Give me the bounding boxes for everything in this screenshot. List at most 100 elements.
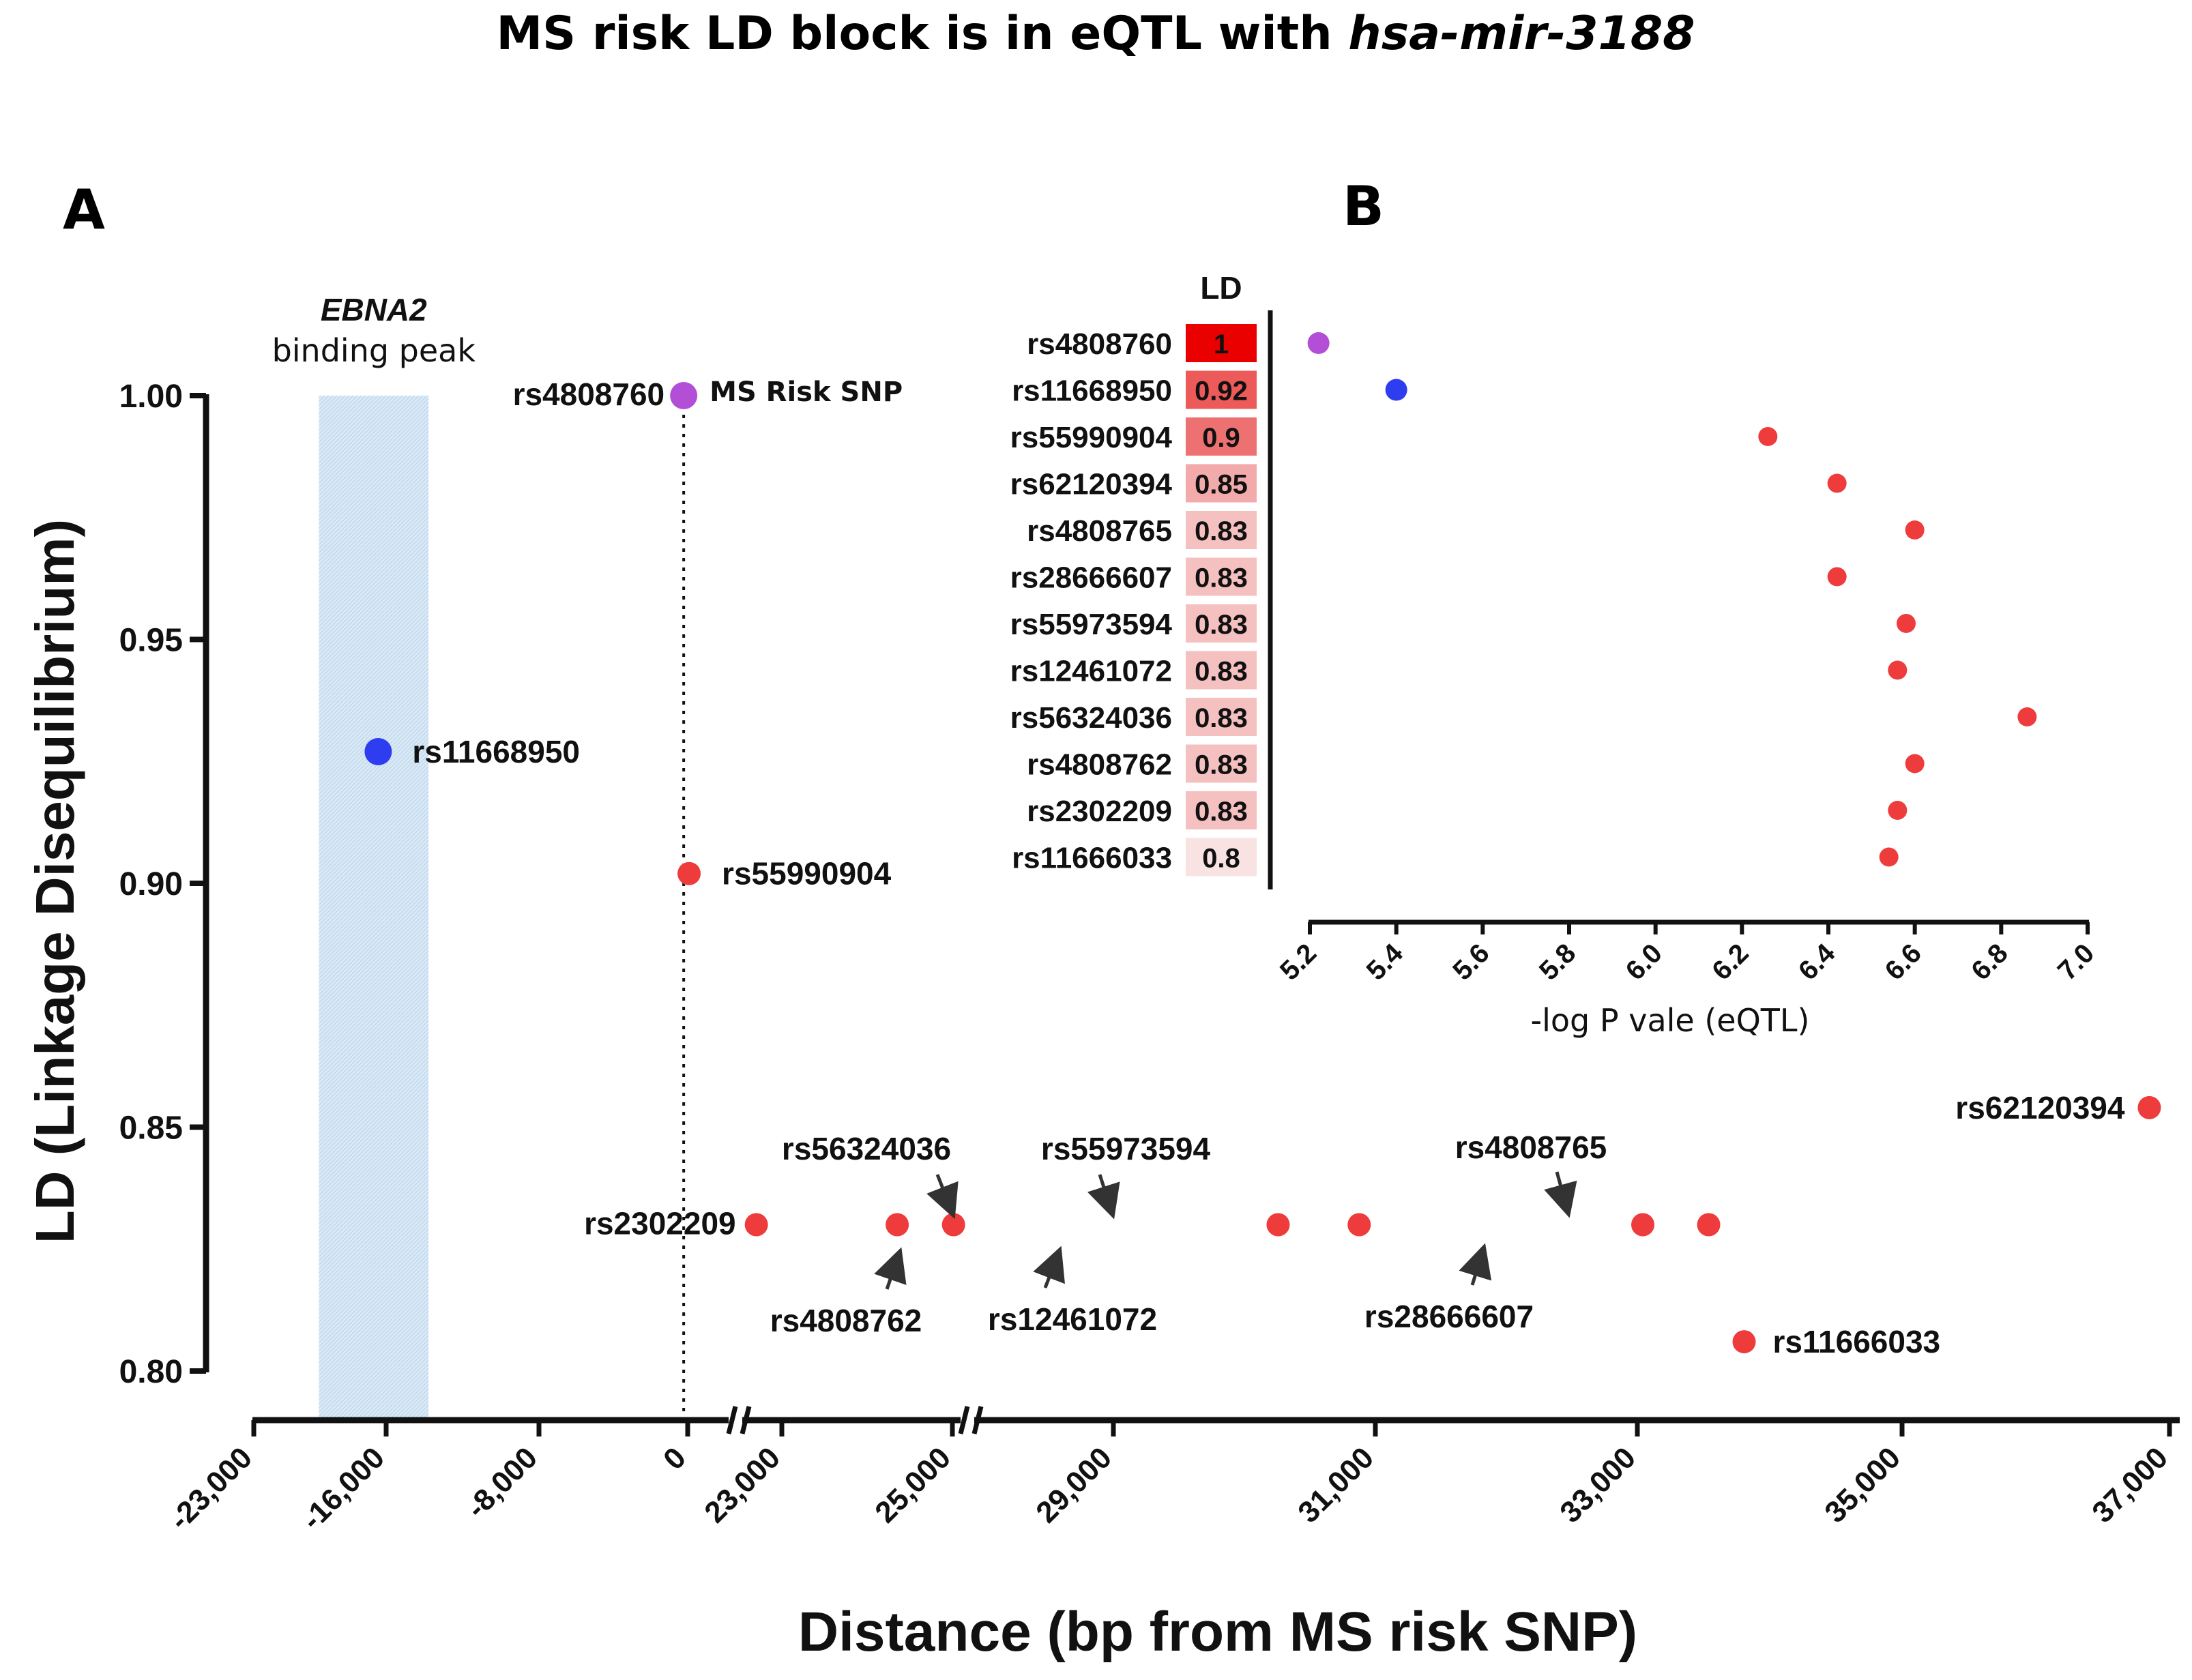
point-rs2302209 [744,1213,768,1237]
ld-cell-rs4808762 [1186,744,1257,783]
b-x-tick-label: 6.6 [1880,938,1927,986]
b-point-rs55973594 [1897,614,1916,633]
ld-cell-rs2302209 [1186,791,1257,829]
b-point-rs4808765 [1905,520,1925,540]
ld-cell-rs56324036 [1186,698,1257,736]
axis-break-mark [726,1406,738,1434]
panel-a-x-axis-title: Distance (bp from MS risk SNP) [798,1601,1637,1663]
b-x-tick-label: 7.0 [2052,938,2100,986]
ld-cell-rs28666607 [1186,557,1257,596]
b-x-tick-label: 5.8 [1534,938,1581,986]
point-rs12461072 [1266,1213,1290,1237]
arrow-rs28666607 [1459,1243,1492,1286]
ld-value-rs55990904: 0.9 [1202,423,1240,453]
ld-cell-rs4808760 [1186,324,1257,362]
ld-value-rs11666033: 0.8 [1202,844,1240,874]
b-x-tick-label: 5.6 [1447,938,1495,986]
b-row-snp-rs28666607: rs28666607 [1010,561,1172,595]
ld-value-rs55973594: 0.83 [1195,610,1248,640]
panel-a-y-axis: 0.80 0.85 0.90 0.95 1.00 [119,379,209,1390]
point-rs4808760 [670,382,698,409]
ld-value-rs2302209: 0.83 [1195,797,1248,827]
b-point-rs11668950 [1385,379,1407,401]
arrow-rs56324036 [926,1174,959,1220]
label-rs55990904: rs55990904 [722,856,892,891]
figure-title: MS risk LD block is in eQTL with hsa-mir… [497,7,1695,61]
y-tick-label: 1.00 [119,379,183,415]
b-row-snp-rs4808765: rs4808765 [1027,514,1172,548]
point-rs28666607 [1631,1213,1655,1237]
b-point-rs56324036 [2017,707,2037,726]
x-tick-label: 31,000 [1291,1441,1380,1529]
label-rs62120394: rs62120394 [1955,1090,2125,1125]
b-row-snp-rs4808762: rs4808762 [1027,748,1172,782]
ld-cell-rs4808765 [1186,511,1257,549]
label-rs4808762: rs4808762 [770,1303,922,1338]
label-rs56324036: rs56324036 [782,1131,951,1166]
arrow-rs4808762 [874,1247,907,1290]
point-rs55990904 [677,861,701,885]
label-rs28666607: rs28666607 [1364,1299,1534,1334]
arrow-rs4808765 [1544,1171,1577,1218]
panel-b-eqtl-plot: LD rs4808760 1 rs11668950 0.92 rs55990904 0.9… [1010,270,2101,1039]
ebna2-label: EBNA2 [321,292,427,327]
x-tick-label: 29,000 [1029,1441,1118,1529]
ld-value-rs12461072: 0.83 [1195,657,1248,687]
panel-b-x-axis-title: -log P vale (eQTL) [1531,1002,1810,1039]
panel-label-a: A [63,178,105,241]
arrow-rs55973594 [1087,1174,1120,1220]
b-point-rs12461072 [1888,660,1908,680]
x-tick-label: 25,000 [868,1441,957,1529]
b-x-tick-label: 6.4 [1793,938,1841,986]
ld-value-rs56324036: 0.83 [1195,703,1248,733]
point-rs56324036 [941,1213,965,1237]
b-row-snp-rs62120394: rs62120394 [1010,468,1173,501]
arrow-rs12461072 [1033,1246,1065,1288]
panel-a-arrows [874,1171,1577,1290]
ebna2-binding-region [319,396,429,1420]
point-rs4808765 [1697,1213,1721,1237]
x-tick-label: 37,000 [2086,1441,2174,1529]
x-tick-label: 35,000 [1818,1441,1907,1529]
x-tick-label: 33,000 [1553,1441,1642,1529]
label-rs4808765: rs4808765 [1455,1130,1607,1165]
b-x-tick-label: 6.2 [1706,938,1754,986]
ld-column-header: LD [1200,270,1242,306]
label-rs12461072: rs12461072 [988,1301,1157,1337]
ld-value-rs4808765: 0.83 [1195,516,1248,546]
panel-a-y-axis-title: LD (Linkage Disequilibrium) [25,519,85,1243]
b-row-snp-rs55973594: rs55973594 [1010,608,1173,641]
panel-a-points: rs4808760 rs11668950 rs55990904 rs62120394 r… [364,377,2161,1359]
b-row-snp-rs11668950: rs11668950 [1012,374,1172,408]
label-rs4808760: rs4808760 [513,377,665,412]
b-row-snp-rs4808760: rs4808760 [1027,327,1172,361]
b-row-snp-rs56324036: rs56324036 [1010,701,1172,735]
x-tick-label: -16,000 [295,1441,391,1536]
panel-label-b: B [1343,175,1384,238]
point-rs4808762 [886,1213,909,1237]
ld-cell-rs62120394 [1186,464,1257,503]
x-tick-label: 23,000 [698,1441,787,1529]
ld-cell-rs11666033 [1186,838,1257,876]
axis-break-mark [958,1406,970,1434]
ld-value-rs4808762: 0.83 [1195,750,1248,780]
b-x-tick-label: 6.8 [1966,938,2013,986]
point-rs11666033 [1732,1330,1756,1354]
x-tick-label: -8,000 [460,1441,544,1524]
y-tick-label: 0.90 [119,866,183,902]
b-point-rs4808762 [1905,754,1925,773]
label-rs2302209: rs2302209 [584,1206,736,1241]
label-rs11668950: rs11668950 [412,734,580,769]
b-point-rs55990904 [1758,427,1778,446]
b-row-snp-rs11666033: rs11666033 [1012,842,1172,875]
b-x-tick-label: 5.4 [1361,938,1409,986]
b-point-rs28666607 [1827,567,1847,587]
point-rs55973594 [1347,1213,1371,1237]
x-tick-label: -23,000 [163,1441,259,1536]
axis-break-mark [740,1406,752,1434]
ld-cell-rs55973594 [1186,604,1257,643]
y-tick-label: 0.85 [119,1110,183,1147]
b-point-rs4808760 [1307,332,1330,354]
ld-cell-rs55990904 [1186,417,1257,456]
